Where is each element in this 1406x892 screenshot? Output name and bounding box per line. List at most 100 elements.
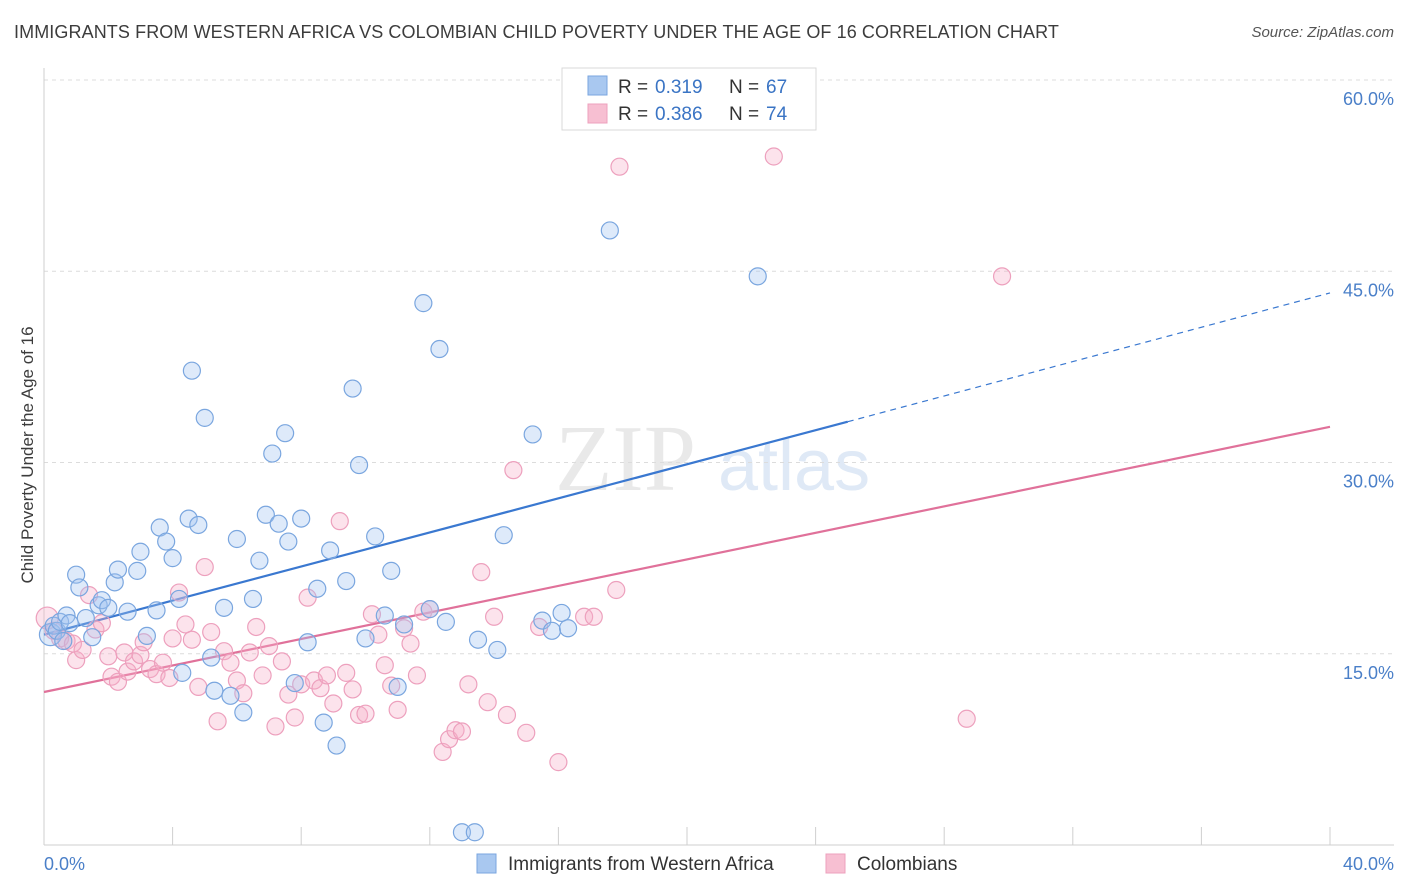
point-western-africa-49 — [327, 736, 346, 755]
point-western-africa-52 — [349, 455, 369, 475]
point-western-africa-61 — [420, 600, 439, 619]
bottom-legend: Immigrants from Western Africa Colombian… — [476, 853, 957, 875]
point-western-africa-43 — [285, 673, 304, 693]
x-tick-label-max: 40.0% — [1343, 854, 1394, 874]
trend-line-colombians — [43, 425, 1331, 694]
legend-r-label-2: R = — [618, 104, 648, 125]
point-colombians-25 — [182, 630, 201, 649]
point-western-africa-71 — [552, 603, 571, 623]
point-colombians-79 — [610, 157, 629, 176]
point-western-africa-32 — [214, 598, 234, 617]
point-colombians-23 — [169, 583, 189, 602]
point-colombians-53 — [362, 605, 382, 624]
axes — [43, 68, 1394, 846]
point-western-africa-56 — [382, 561, 401, 580]
point-western-africa-29 — [195, 408, 214, 427]
bottom-legend-label-blue: Immigrants from Western Africa — [508, 854, 774, 875]
point-colombians-82 — [957, 709, 976, 728]
point-colombians-68 — [472, 563, 491, 582]
point-western-africa-28 — [189, 515, 208, 535]
point-colombians-24 — [176, 615, 195, 634]
point-colombians-22 — [163, 629, 182, 648]
point-western-africa-31 — [205, 681, 224, 700]
legend-r-label-1: R = — [618, 77, 648, 98]
point-western-africa-27 — [182, 361, 201, 380]
point-western-africa-70 — [542, 621, 562, 640]
y-tick-label-15: 15.0% — [1343, 663, 1394, 683]
point-colombians-55 — [375, 656, 394, 675]
point-colombians-38 — [266, 717, 285, 736]
legend-n-label-1: N = — [729, 77, 759, 98]
watermark-atlas: atlas — [718, 426, 870, 506]
point-western-africa-41 — [276, 424, 295, 443]
point-western-africa-8 — [70, 578, 89, 597]
point-western-africa-64 — [465, 823, 484, 842]
point-western-africa-66 — [488, 640, 507, 660]
point-western-africa-73 — [600, 221, 619, 240]
point-western-africa-45 — [298, 633, 317, 652]
point-western-africa-47 — [314, 713, 333, 732]
point-colombians-50 — [343, 680, 362, 699]
trend-line-western-africa — [43, 420, 849, 636]
point-colombians-27 — [195, 557, 214, 577]
point-western-africa-13 — [99, 598, 118, 617]
trend-line-western-africa-extension — [847, 292, 1331, 423]
point-colombians-77 — [584, 607, 603, 626]
point-colombians-46 — [317, 666, 337, 685]
point-western-africa-50 — [337, 571, 356, 591]
point-western-africa-34 — [227, 529, 246, 549]
point-western-africa-42 — [279, 532, 298, 551]
point-colombians-41 — [285, 708, 304, 727]
legend-n-label-2: N = — [729, 104, 759, 125]
point-colombians-67 — [459, 675, 478, 694]
point-western-africa-16 — [118, 602, 137, 621]
point-western-africa-20 — [147, 601, 166, 620]
legend-box: R = 0.319 N = 67 R = 0.386 N = 74 — [561, 67, 817, 131]
point-colombians-10 — [99, 647, 118, 666]
y-tick-label-45: 45.0% — [1343, 280, 1394, 300]
point-western-africa-23 — [163, 549, 182, 568]
point-western-africa-15 — [108, 560, 128, 579]
legend-n-value-2: 74 — [766, 104, 788, 125]
point-colombians-65 — [446, 721, 465, 740]
point-western-africa-74 — [748, 267, 767, 286]
point-western-africa-30 — [202, 648, 221, 667]
legend-swatch-blue — [587, 75, 608, 96]
point-western-africa-22 — [157, 532, 176, 551]
point-colombians-52 — [356, 704, 375, 723]
point-colombians-26 — [189, 677, 208, 697]
y-axis-label: Child Poverty Under the Age of 16 — [18, 326, 37, 583]
point-colombians-78 — [607, 580, 626, 600]
point-colombians-40 — [279, 685, 298, 704]
point-colombians-28 — [202, 622, 221, 642]
point-colombians-31 — [221, 653, 240, 672]
bottom-legend-swatch-pink — [825, 853, 846, 874]
point-colombians-20 — [153, 653, 173, 672]
point-western-africa-39 — [263, 444, 282, 463]
point-western-africa-55 — [375, 606, 394, 625]
point-colombians-48 — [330, 512, 349, 531]
point-western-africa-35 — [234, 703, 253, 722]
point-colombians-69 — [478, 693, 497, 712]
point-colombians-58 — [394, 619, 414, 638]
point-colombians-75 — [549, 753, 568, 772]
watermark-zip: ZIP — [555, 407, 696, 511]
point-colombians-14 — [118, 662, 137, 681]
point-colombians-76 — [575, 607, 594, 626]
point-western-africa-33 — [221, 686, 240, 705]
point-western-africa-51 — [343, 379, 362, 398]
point-western-africa-25 — [173, 663, 192, 682]
y-tick-label-30: 30.0% — [1343, 472, 1394, 492]
point-western-africa-10 — [83, 628, 102, 647]
point-western-africa-67 — [494, 526, 513, 545]
legend-r-value-2: 0.386 — [655, 104, 703, 125]
point-colombians-57 — [388, 700, 407, 719]
point-western-africa-38 — [256, 505, 275, 524]
y-tick-label-60: 60.0% — [1343, 89, 1394, 109]
trend-lines — [43, 292, 1331, 694]
point-western-africa-44 — [292, 509, 311, 528]
point-colombians-66 — [452, 722, 472, 741]
point-colombians-5 — [67, 651, 86, 670]
point-colombians-29 — [208, 712, 227, 731]
point-colombians-72 — [504, 461, 523, 480]
